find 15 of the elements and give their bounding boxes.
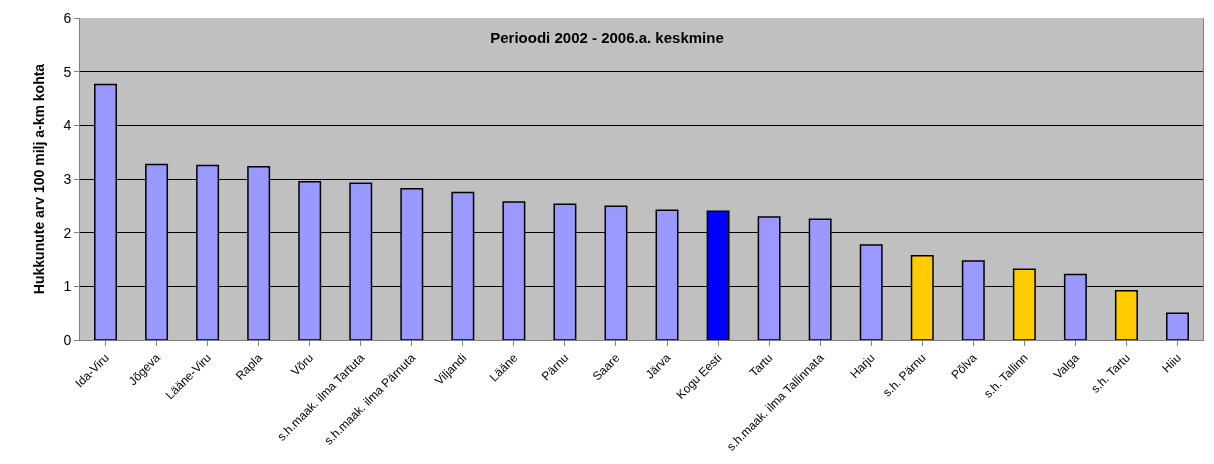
y-tick-label: 0	[63, 331, 72, 348]
bar	[1166, 312, 1189, 340]
y-axis-title: Hukkunute arv 100 milj a-km kohta	[31, 63, 47, 295]
y-tick-label: 4	[63, 117, 72, 134]
x-tick-label: Tartu	[746, 350, 776, 380]
y-tick-label: 6	[63, 9, 72, 26]
text: Perioodi 2002 - 2006.a. keskmine	[490, 28, 724, 46]
y-tick-label: 2	[63, 224, 72, 241]
x-tick-label: Hiiu	[1159, 350, 1184, 376]
y-tick-label: 3	[63, 170, 72, 187]
x-tick-label: Võru	[288, 350, 317, 379]
y-tick-label: 5	[63, 63, 72, 80]
x-tick-label: s.h. Tartu	[1088, 350, 1133, 396]
bar	[1114, 289, 1138, 340]
y-tick-label: 1	[63, 278, 72, 295]
